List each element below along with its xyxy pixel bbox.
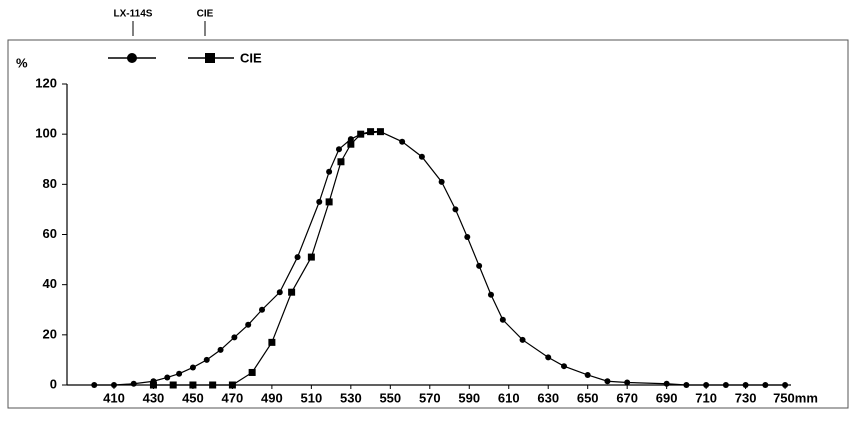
marker — [452, 206, 459, 213]
marker — [545, 354, 552, 361]
marker — [561, 363, 568, 370]
marker — [189, 381, 197, 389]
x-tick-label: 710 — [695, 390, 717, 405]
marker — [742, 382, 749, 388]
series-line — [153, 131, 381, 386]
marker — [307, 253, 315, 261]
marker — [519, 336, 526, 343]
marker — [316, 198, 323, 205]
x-tick-label: 450 — [182, 390, 204, 405]
marker — [722, 382, 729, 388]
x-tick-label: 490 — [261, 390, 283, 405]
y-tick-label: 120 — [35, 75, 57, 90]
legend-marker — [205, 53, 215, 63]
marker — [203, 356, 210, 363]
x-tick-label: 650 — [577, 390, 599, 405]
x-tick-label: 630 — [537, 390, 559, 405]
marker — [189, 364, 196, 371]
marker — [357, 130, 365, 138]
marker — [268, 338, 276, 346]
marker — [584, 371, 591, 378]
series-line — [94, 131, 786, 386]
marker — [259, 306, 266, 313]
marker — [110, 382, 117, 388]
x-tick-label: 590 — [458, 390, 480, 405]
marker — [335, 146, 342, 153]
marker — [176, 370, 183, 377]
x-tick-label: 570 — [419, 390, 441, 405]
marker — [130, 380, 137, 387]
y-tick-label: 60 — [43, 226, 57, 241]
marker — [294, 254, 301, 261]
y-tick-label: 80 — [43, 176, 57, 191]
legend-marker — [127, 53, 137, 63]
marker — [703, 382, 710, 388]
frame — [7, 39, 849, 409]
marker — [91, 382, 98, 388]
marker — [228, 381, 236, 389]
marker — [762, 382, 769, 388]
marker — [438, 178, 445, 185]
x-tick-label: 510 — [301, 390, 323, 405]
marker — [476, 262, 483, 269]
marker — [499, 316, 506, 323]
marker — [624, 379, 631, 386]
marker — [683, 382, 690, 388]
x-tick-label: 690 — [656, 390, 678, 405]
marker — [326, 168, 333, 175]
marker — [418, 153, 425, 160]
marker — [376, 128, 384, 136]
legend-label: CIE — [240, 50, 262, 65]
marker — [604, 378, 611, 385]
x-tick-label: 470 — [222, 390, 244, 405]
marker — [663, 380, 670, 387]
x-tick-label: 410 — [103, 390, 125, 405]
marker — [276, 289, 283, 296]
x-tick-label: 430 — [143, 390, 165, 405]
marker — [347, 140, 355, 148]
x-tick-label: 550 — [379, 390, 401, 405]
x-tick-label: 670 — [616, 390, 638, 405]
marker — [464, 234, 471, 241]
marker — [149, 381, 157, 389]
marker — [288, 288, 296, 296]
series-label: CIE — [197, 9, 214, 20]
x-tick-label: 610 — [498, 390, 520, 405]
marker — [347, 136, 354, 143]
marker — [231, 334, 238, 341]
y-tick-label: 100 — [35, 126, 57, 141]
y-axis-label: % — [16, 55, 28, 70]
marker — [399, 138, 406, 145]
marker — [164, 374, 171, 381]
x-tick-label: 730 — [735, 390, 757, 405]
marker — [245, 321, 252, 328]
x-tick-label: 530 — [340, 390, 362, 405]
marker — [169, 381, 177, 389]
y-tick-label: 40 — [43, 276, 57, 291]
marker — [337, 158, 345, 166]
x-tick-label: 750mm — [773, 390, 818, 405]
y-tick-label: 20 — [43, 326, 57, 341]
marker — [209, 381, 217, 389]
marker — [782, 382, 789, 388]
marker — [367, 128, 375, 136]
y-tick-label: 0 — [50, 376, 57, 391]
marker — [217, 346, 224, 353]
series-label: LX-114S — [114, 9, 153, 20]
marker — [325, 198, 333, 206]
marker — [248, 368, 256, 376]
marker — [487, 291, 494, 298]
